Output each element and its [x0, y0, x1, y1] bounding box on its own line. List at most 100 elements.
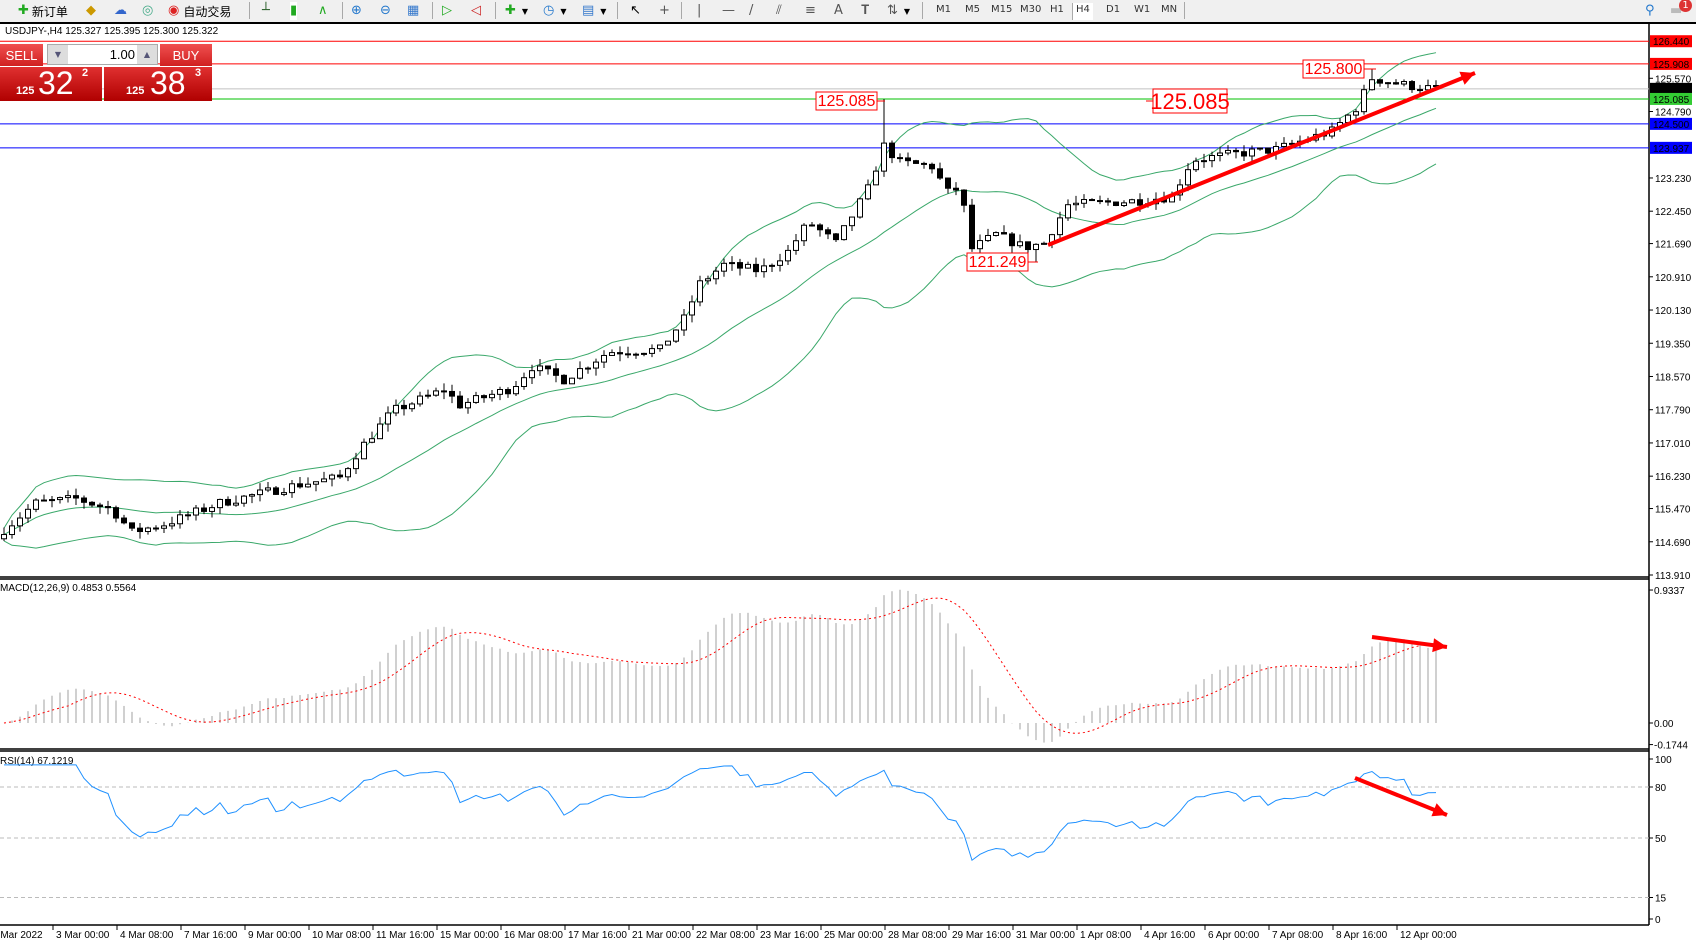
candle — [1041, 242, 1047, 245]
channel-button[interactable]: ⫽ — [776, 2, 782, 20]
candle — [1209, 155, 1215, 162]
candle — [993, 232, 999, 236]
horizontal-line-button[interactable]: — — [722, 2, 735, 20]
timeframe-m1[interactable]: M1 — [936, 4, 951, 15]
buy-price-box[interactable]: 125 38 3 — [104, 65, 212, 101]
chat-button[interactable]: ▬ 1 — [1670, 0, 1692, 20]
separator — [249, 2, 250, 19]
bar-chart-button[interactable]: ┴ — [262, 2, 270, 20]
text-label-button[interactable]: 𝐓 — [861, 2, 869, 20]
candle — [761, 265, 767, 273]
candle — [257, 489, 263, 496]
new-order-label: 新订单 — [31, 4, 68, 19]
candle — [1241, 151, 1247, 157]
candle — [249, 494, 255, 497]
candle — [1185, 169, 1191, 186]
new-order-button[interactable]: ✚ 新订单 — [18, 2, 68, 20]
line-chart-icon: ∧ — [318, 3, 328, 18]
indicators-button[interactable]: ▤ ▼ — [582, 2, 606, 20]
lot-size-input[interactable]: 1.00 — [109, 47, 135, 62]
auto-trading-button[interactable]: ◉ 自动交易 — [168, 2, 231, 20]
time-tick-label: 23 Mar 16:00 — [760, 930, 819, 941]
candle — [1281, 142, 1287, 148]
timeframe-m30[interactable]: M30 — [1020, 4, 1042, 15]
toolbar: ✚ 新订单 ◆ ☁ ◎ ◉ 自动交易 ┴ ▮ ∧ ⊕ ⊖ ▦ ▷ ◁ ✚ ▼ ◷ ▼ ▤… — [0, 0, 1696, 23]
candle — [1377, 79, 1383, 84]
rsi-tick-label: 80 — [1655, 783, 1667, 794]
price-tick-label: 125.570 — [1655, 74, 1692, 85]
sell-button[interactable]: SELL — [0, 44, 43, 66]
period-button[interactable]: ◷ ▼ — [543, 2, 567, 20]
buy-price-pip: 3 — [195, 67, 202, 79]
rsi-tick-label: 50 — [1655, 834, 1667, 845]
high-label-box — [815, 91, 878, 111]
candle — [49, 499, 55, 502]
price-tick-label: 117.790 — [1655, 406, 1691, 417]
sell-price-pip: 2 — [82, 67, 89, 79]
candle — [81, 497, 87, 503]
candle — [1001, 232, 1007, 235]
candle — [673, 329, 679, 342]
candle — [41, 499, 47, 502]
time-tick-label: 25 Mar 00:00 — [824, 930, 883, 941]
timeframe-m15[interactable]: M15 — [991, 4, 1013, 15]
history-button[interactable]: ◆ — [86, 2, 96, 20]
vertical-line-button[interactable]: | — [697, 2, 701, 20]
candle — [609, 352, 615, 356]
candle — [953, 187, 959, 191]
lot-size-stepper[interactable]: ▼ 1.00 ▲ — [47, 44, 158, 65]
trendline-button[interactable]: / — [749, 2, 753, 20]
auto-scroll-button[interactable]: ▷ — [442, 2, 452, 20]
separator — [432, 2, 433, 19]
candle — [705, 278, 711, 282]
candle — [657, 344, 663, 350]
text-button[interactable]: A — [834, 2, 843, 20]
candle — [305, 483, 311, 488]
timeframe-m5[interactable]: M5 — [965, 4, 980, 15]
tile-windows-button[interactable]: ▦ — [407, 2, 419, 20]
bollinger-upper-band — [3, 52, 1437, 529]
candle — [777, 260, 783, 266]
lot-decrease-button[interactable]: ▼ — [48, 45, 68, 64]
candle — [1233, 149, 1239, 153]
line-chart-button[interactable]: ∧ — [318, 2, 328, 20]
server-button[interactable]: ☁ — [114, 2, 127, 20]
fibonacci-button[interactable]: ≡ — [805, 2, 816, 20]
cursor-button[interactable]: ↖ — [630, 2, 641, 20]
buy-price-prefix: 125 — [126, 85, 145, 97]
signal-button[interactable]: ◎ — [142, 2, 153, 20]
candle — [1025, 241, 1031, 251]
crosshair-button[interactable]: + — [659, 2, 670, 20]
time-tick-label: 10 Mar 08:00 — [312, 930, 371, 941]
timeframe-h1[interactable]: H1 — [1050, 4, 1064, 15]
candle — [577, 368, 583, 379]
search-icon: ⚲ — [1645, 3, 1655, 18]
crosshair-icon: + — [659, 3, 670, 18]
price-tick-label: 121.690 — [1655, 240, 1692, 251]
candle — [649, 348, 655, 354]
timeframe-d1[interactable]: D1 — [1106, 4, 1121, 15]
candlestick-button[interactable]: ▮ — [290, 2, 298, 20]
lot-increase-button[interactable]: ▲ — [137, 45, 157, 64]
candle — [385, 412, 391, 425]
chart-shift-button[interactable]: ◁ — [471, 2, 481, 20]
dropdown-arrow-icon: ▼ — [903, 6, 911, 16]
buy-button[interactable]: BUY — [160, 44, 212, 66]
search-button[interactable]: ⚲ — [1645, 2, 1655, 20]
price-tick-label: 113.910 — [1655, 571, 1691, 582]
auto-scroll-icon: ▷ — [442, 3, 452, 18]
zoom-in-button[interactable]: ⊕ — [351, 2, 362, 20]
zoom-out-button[interactable]: ⊖ — [380, 2, 391, 20]
timeframe-mn[interactable]: MN — [1161, 4, 1178, 15]
candle — [121, 517, 127, 524]
arrows-button[interactable]: ⇅ ▼ — [887, 2, 910, 20]
candle — [321, 478, 327, 483]
candle — [617, 352, 623, 355]
timeframe-w1[interactable]: W1 — [1134, 4, 1151, 15]
timeframe-h4[interactable]: H4 — [1072, 3, 1093, 20]
time-tick-label: 12 Apr 00:00 — [1400, 930, 1457, 941]
rsi-divergence-arrow-head — [1431, 803, 1447, 817]
new-chart-button[interactable]: ✚ ▼ — [505, 2, 528, 20]
sell-price-box[interactable]: 125 32 2 — [0, 65, 102, 101]
